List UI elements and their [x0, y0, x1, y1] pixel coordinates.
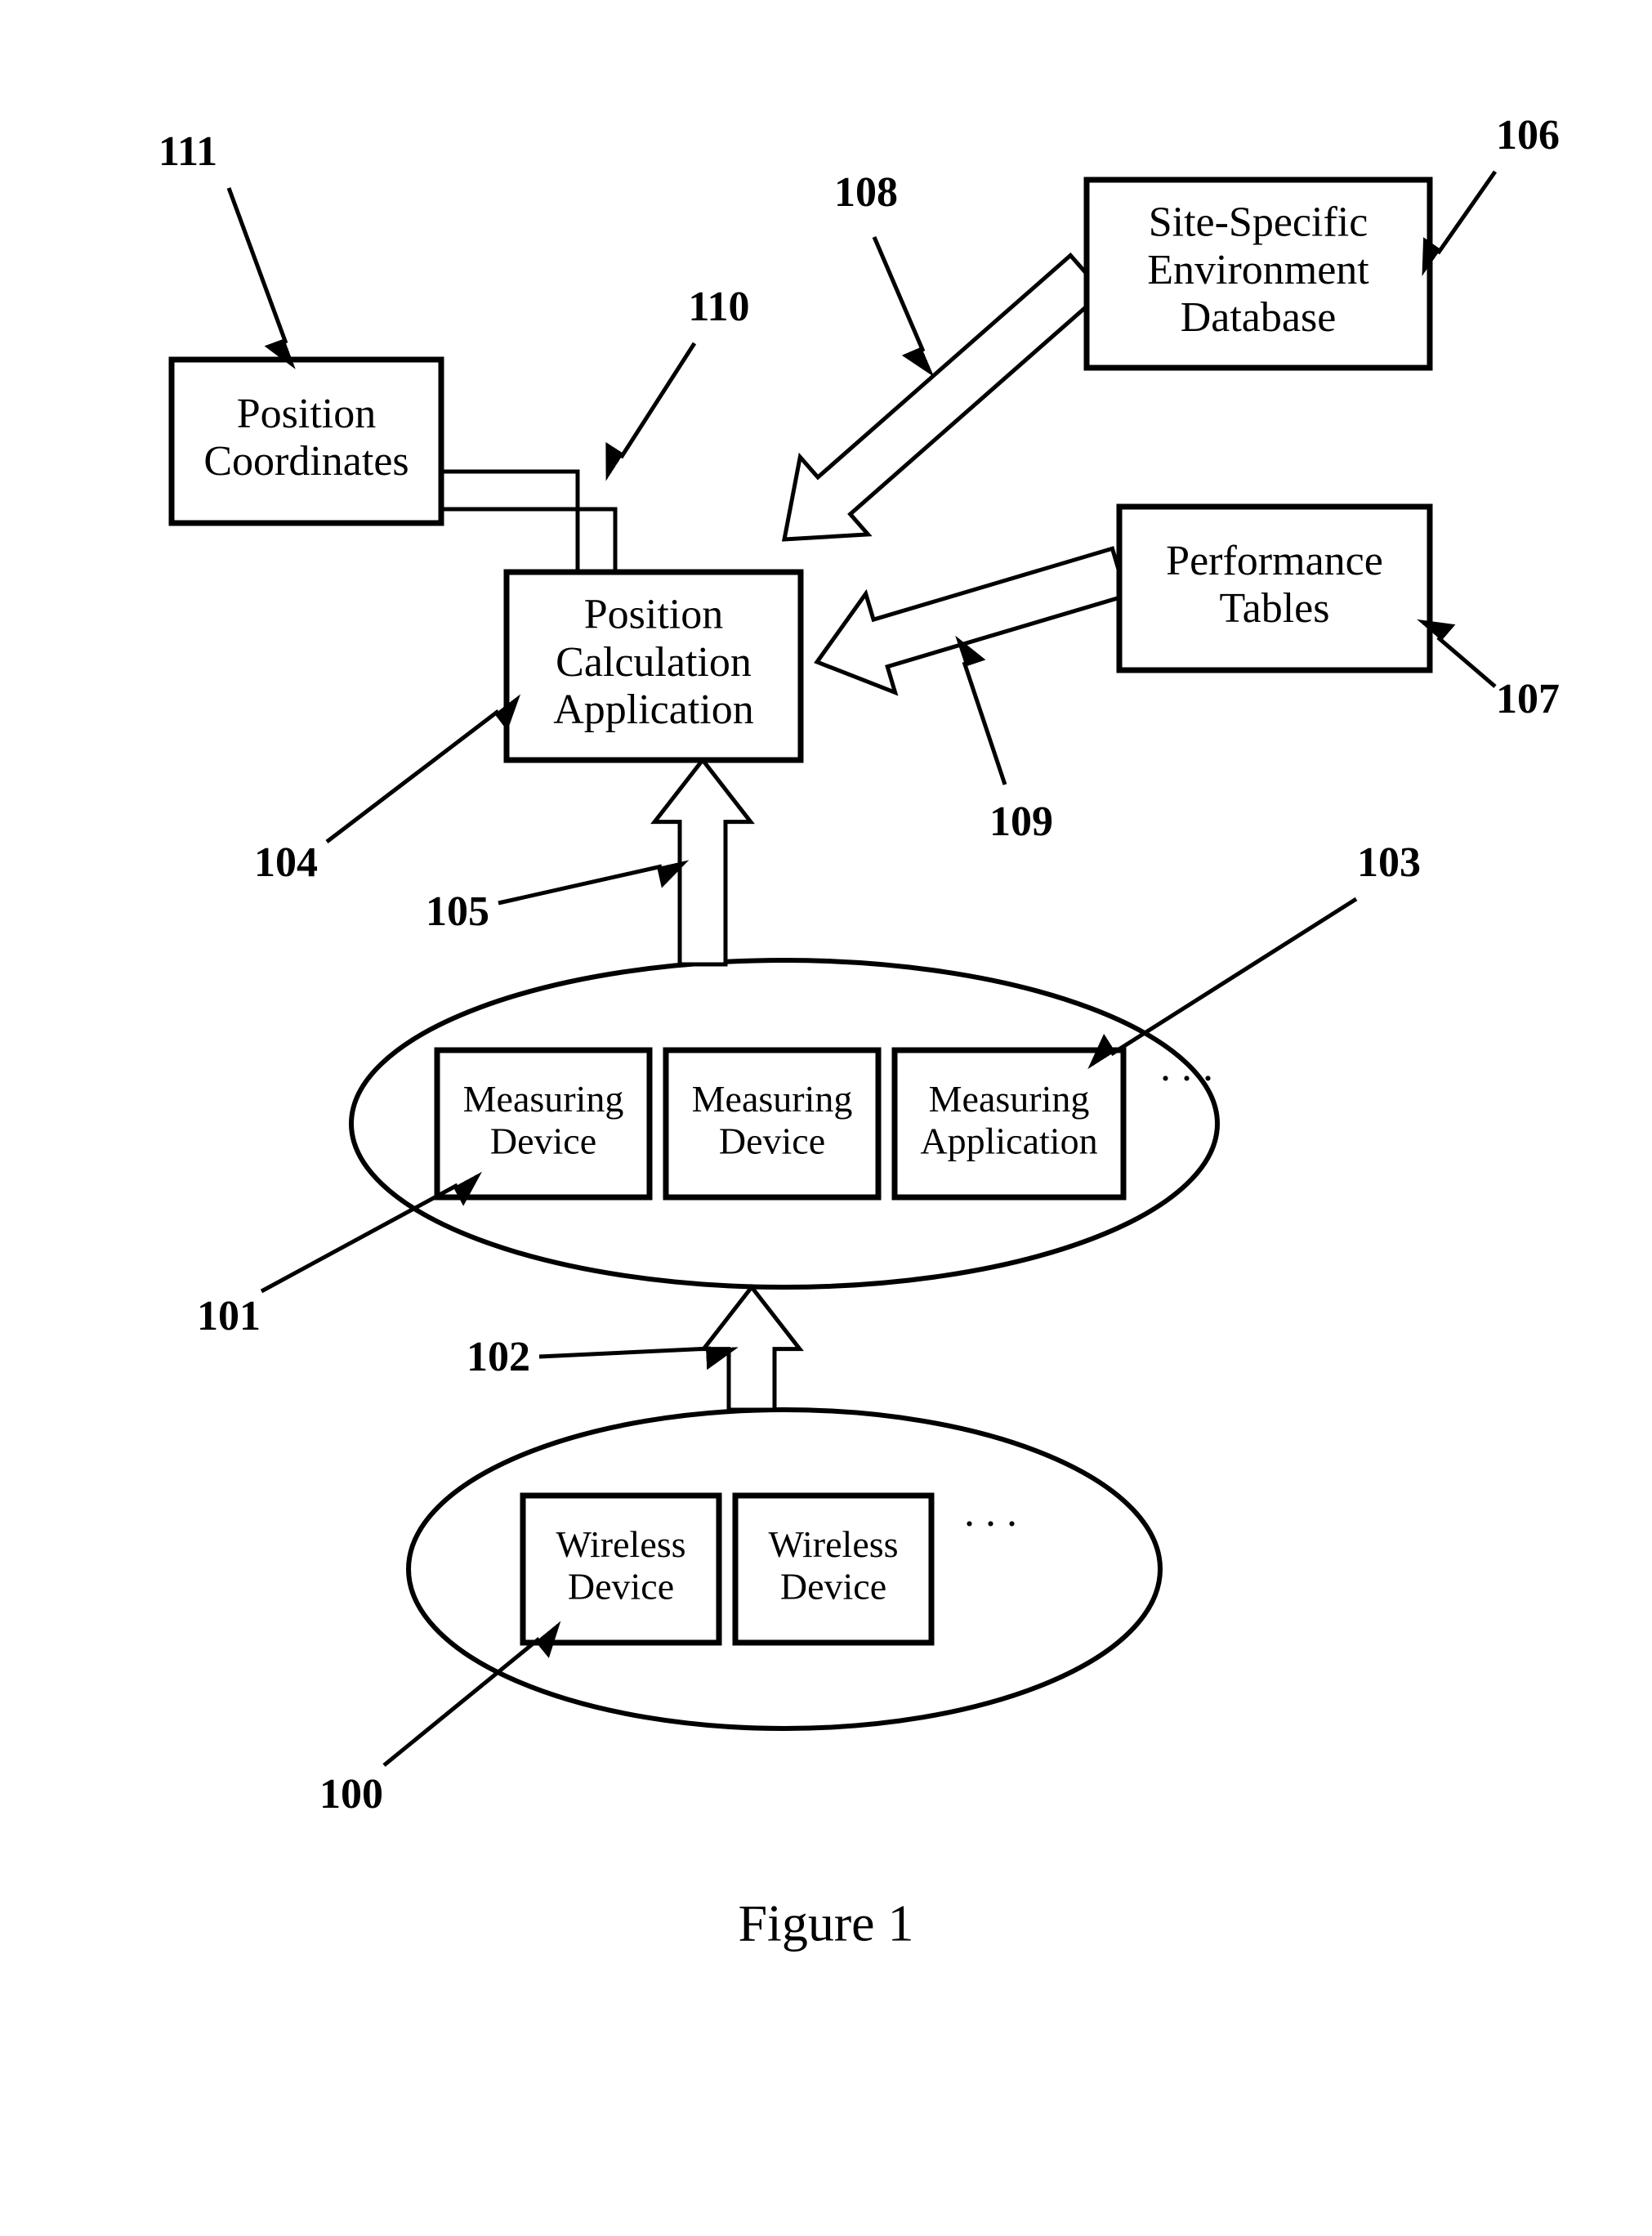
refnum-r100: 100	[319, 1771, 383, 1818]
leader-r110	[621, 343, 694, 458]
leader-r106	[1438, 172, 1495, 253]
leader-r108	[874, 237, 923, 351]
leader-r103	[1111, 899, 1356, 1054]
ellipsis-top: . . .	[1160, 1044, 1213, 1090]
refnum-r102: 102	[467, 1334, 530, 1380]
leader-r105	[498, 866, 662, 903]
label-pos_calc-line-2: Application	[553, 686, 754, 733]
leader-r109	[964, 662, 1005, 785]
refnum-r106: 106	[1496, 112, 1560, 159]
label-meas_app-line-1: Application	[920, 1120, 1097, 1161]
refnum-r104: 104	[254, 839, 318, 886]
refnum-r101: 101	[197, 1293, 261, 1339]
label-meas_dev_2-line-1: Device	[719, 1120, 825, 1161]
leader-r111	[229, 188, 286, 343]
figure-label: Figure 1	[738, 1894, 913, 1952]
label-meas_dev_1-line-0: Measuring	[463, 1078, 624, 1120]
leader-r102	[539, 1348, 711, 1357]
label-meas_app-line-0: Measuring	[929, 1078, 1090, 1120]
label-perf-line-1: Tables	[1220, 585, 1330, 632]
ellipsis-bot: . . .	[964, 1489, 1017, 1536]
leader-r100	[384, 1639, 539, 1765]
refnum-r103: 103	[1357, 839, 1421, 886]
leader-r107	[1438, 637, 1495, 686]
label-site_db-line-0: Site-Specific	[1149, 199, 1368, 246]
refnum-r109: 109	[989, 798, 1053, 845]
refnum-r110: 110	[688, 284, 749, 330]
label-meas_dev_1-line-1: Device	[490, 1120, 596, 1161]
arrow-a108	[784, 255, 1103, 539]
label-wl_dev_2-line-0: Wireless	[768, 1523, 898, 1565]
refnum-r107: 107	[1496, 676, 1560, 722]
label-pos_coord-line-1: Coordinates	[203, 438, 409, 485]
arrow-a105	[654, 760, 751, 964]
label-meas_dev_2-line-0: Measuring	[692, 1078, 853, 1120]
arrow-a102	[703, 1287, 800, 1410]
label-pos_calc-line-0: Position	[584, 592, 724, 638]
refnum-r111: 111	[159, 128, 217, 175]
label-site_db-line-1: Environment	[1147, 247, 1369, 293]
label-pos_coord-line-0: Position	[237, 391, 377, 437]
label-wl_dev_1-line-1: Device	[568, 1565, 674, 1607]
refnum-r105: 105	[426, 888, 489, 935]
refnum-r108: 108	[834, 169, 898, 216]
label-pos_calc-line-1: Calculation	[556, 639, 752, 686]
arrow-a109	[817, 548, 1127, 692]
leader-r101	[261, 1185, 458, 1291]
leader-r104	[327, 711, 498, 842]
label-perf-line-0: Performance	[1166, 538, 1383, 584]
label-wl_dev_1-line-0: Wireless	[556, 1523, 685, 1565]
label-wl_dev_2-line-1: Device	[780, 1565, 886, 1607]
label-site_db-line-2: Database	[1181, 294, 1337, 341]
